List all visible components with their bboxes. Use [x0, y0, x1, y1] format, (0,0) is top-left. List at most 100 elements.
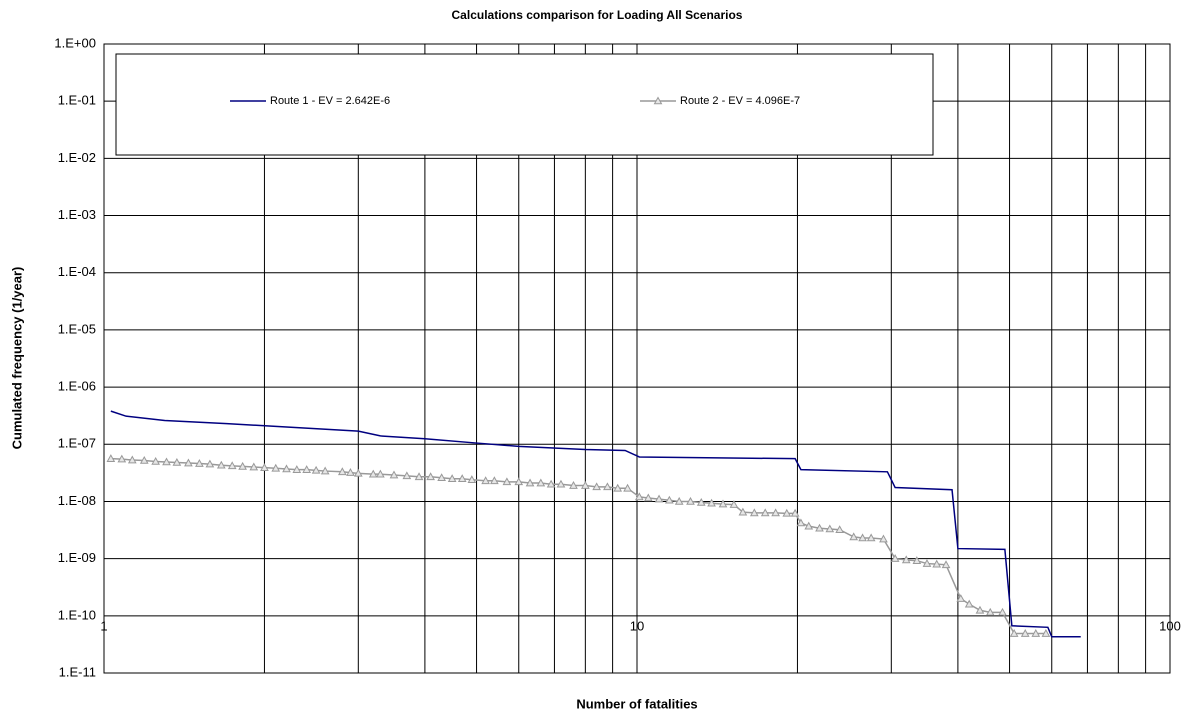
data-point: [536, 478, 546, 487]
data-point: [674, 496, 684, 505]
data-point: [546, 479, 556, 488]
data-point: [956, 594, 966, 602]
data-point: [346, 468, 355, 476]
data-point: [162, 457, 171, 466]
data-point: [467, 475, 477, 484]
data-point: [414, 472, 424, 481]
data-point: [738, 507, 748, 516]
data-point: [922, 559, 932, 567]
data-point: [592, 482, 601, 491]
data-point: [205, 459, 215, 468]
data-point: [311, 465, 321, 474]
legend-label: Route 2 - EV = 4.096E-7: [680, 95, 800, 107]
y-tick-label: 1.E-11: [59, 664, 96, 679]
y-tick-label: 1.E-05: [58, 321, 96, 336]
data-point: [603, 482, 612, 491]
data-point: [1009, 629, 1019, 637]
legend-label: Route 1 - EV = 2.642E-6: [270, 95, 390, 107]
data-point: [227, 461, 237, 470]
y-axis-title: Cumulated frequency (1/year): [9, 267, 24, 450]
data-point: [249, 462, 259, 471]
y-tick-label: 1.E-09: [58, 550, 96, 565]
data-point: [580, 480, 590, 489]
data-point: [271, 463, 281, 472]
data-point: [998, 607, 1007, 616]
data-point: [985, 607, 995, 616]
data-point: [634, 492, 644, 501]
data-point: [879, 534, 888, 543]
data-point: [825, 524, 835, 533]
plot-border: [103, 43, 1171, 674]
data-point: [912, 556, 922, 565]
data-point: [490, 476, 499, 485]
data-point: [184, 458, 193, 467]
data-point: [127, 455, 137, 464]
data-point: [760, 508, 770, 517]
y-tick-label: 1.E-10: [58, 607, 96, 622]
data-point: [964, 599, 974, 608]
data-point: [302, 465, 312, 473]
data-point: [866, 533, 876, 542]
data-point: [502, 477, 512, 486]
data-point: [686, 496, 695, 505]
data-point: [106, 454, 116, 462]
y-tick-label: 1.E-02: [58, 150, 96, 165]
data-point: [447, 474, 457, 482]
data-point: [804, 521, 814, 530]
data-point: [376, 469, 385, 478]
y-tick-label: 1.E+00: [54, 35, 96, 50]
data-point: [238, 461, 247, 470]
data-point: [707, 498, 716, 507]
data-point: [139, 455, 149, 464]
data-point: [389, 470, 399, 479]
data-point: [932, 559, 942, 568]
data-point: [402, 471, 412, 480]
data-point: [353, 468, 363, 477]
data-point: [729, 500, 739, 508]
data-point: [337, 467, 347, 476]
series-line: [110, 457, 1046, 635]
data-point: [771, 508, 780, 517]
data-point: [457, 474, 467, 482]
data-point: [320, 466, 330, 475]
y-tick-label: 1.E-06: [58, 379, 96, 394]
x-axis-title: Number of fatalities: [576, 696, 697, 711]
data-point: [368, 469, 378, 478]
data-point: [426, 472, 435, 481]
data-point: [172, 457, 182, 466]
data-point: [151, 456, 161, 465]
data-point: [654, 494, 664, 503]
data-point: [216, 460, 226, 469]
data-point: [696, 497, 706, 506]
data-point: [858, 533, 867, 542]
x-tick-label: 10: [630, 618, 644, 633]
data-point: [718, 499, 728, 508]
data-point: [195, 459, 204, 467]
data-point: [643, 493, 653, 502]
data-point: [901, 555, 911, 564]
data-point: [623, 483, 632, 492]
data-point: [481, 476, 490, 485]
y-tick-label: 1.E-03: [58, 207, 96, 222]
data-point: [890, 554, 900, 562]
chart-title: Calculations comparison for Loading All …: [452, 8, 743, 22]
data-point: [556, 479, 566, 488]
data-point: [1031, 629, 1041, 637]
data-point: [292, 465, 302, 473]
data-point: [782, 508, 792, 517]
data-point: [514, 477, 524, 486]
data-point: [1041, 629, 1051, 637]
data-point: [790, 508, 800, 517]
data-point: [282, 464, 291, 473]
data-point: [849, 532, 859, 541]
x-tick-label: 1: [100, 618, 107, 633]
data-point: [796, 518, 806, 527]
data-point: [525, 478, 535, 487]
y-tick-label: 1.E-01: [58, 93, 96, 108]
legend-marker: [653, 96, 663, 105]
data-point: [749, 508, 759, 517]
data-point: [260, 463, 269, 471]
data-point: [975, 605, 985, 614]
data-point: [941, 560, 951, 569]
